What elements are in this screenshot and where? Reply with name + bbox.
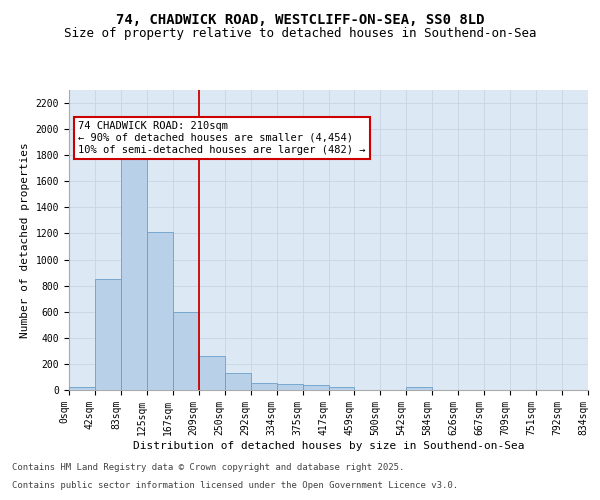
Bar	[302, 386, 329, 390]
X-axis label: Distribution of detached houses by size in Southend-on-Sea: Distribution of detached houses by size …	[133, 440, 524, 450]
Text: Contains HM Land Registry data © Crown copyright and database right 2025.: Contains HM Land Registry data © Crown c…	[12, 464, 404, 472]
Bar	[173, 312, 199, 390]
Text: 74, CHADWICK ROAD, WESTCLIFF-ON-SEA, SS0 8LD: 74, CHADWICK ROAD, WESTCLIFF-ON-SEA, SS0…	[116, 12, 484, 26]
Text: Contains public sector information licensed under the Open Government Licence v3: Contains public sector information licen…	[12, 481, 458, 490]
Bar	[277, 384, 302, 390]
Y-axis label: Number of detached properties: Number of detached properties	[20, 142, 30, 338]
Bar	[95, 279, 121, 390]
Bar	[199, 356, 224, 390]
Bar	[225, 373, 251, 390]
Text: Size of property relative to detached houses in Southend-on-Sea: Size of property relative to detached ho…	[64, 28, 536, 40]
Bar	[329, 388, 355, 390]
Text: 74 CHADWICK ROAD: 210sqm
← 90% of detached houses are smaller (4,454)
10% of sem: 74 CHADWICK ROAD: 210sqm ← 90% of detach…	[78, 122, 365, 154]
Bar	[251, 384, 277, 390]
Bar	[147, 232, 173, 390]
Bar	[121, 152, 147, 390]
Bar	[406, 388, 432, 390]
Bar	[69, 386, 95, 390]
